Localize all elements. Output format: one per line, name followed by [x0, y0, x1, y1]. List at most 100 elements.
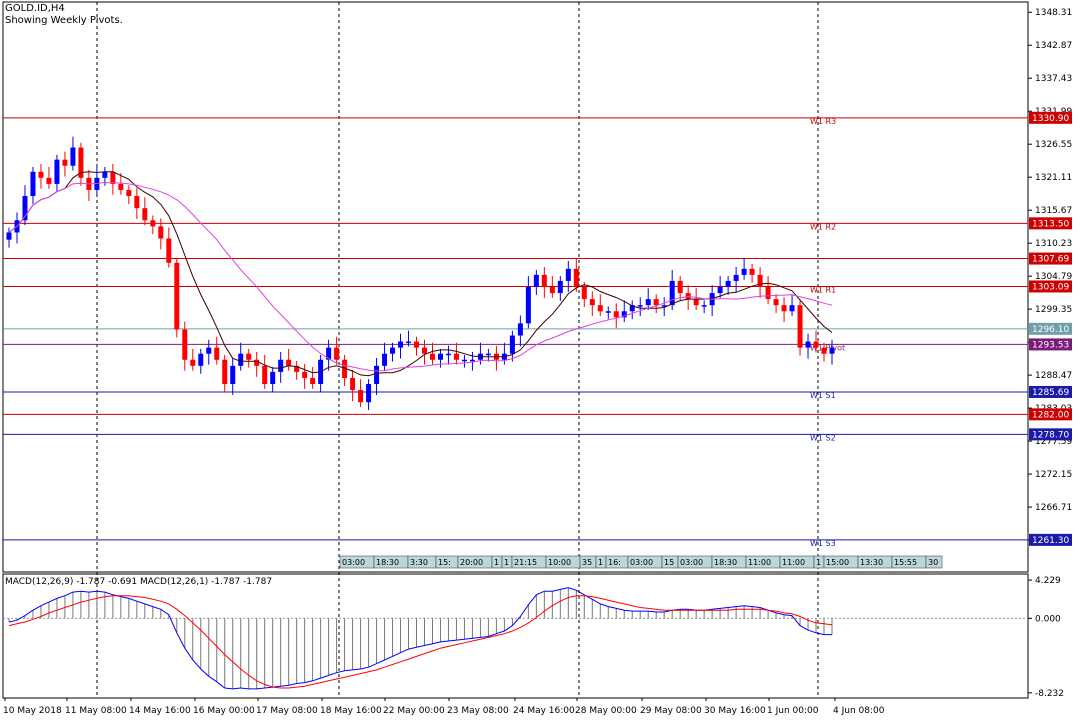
candle-body: [6, 232, 12, 240]
time-axis-label: 1 Jun 00:00: [767, 706, 819, 716]
candle-body: [805, 341, 811, 348]
price-axis-label: 1266.71: [1035, 503, 1072, 513]
price-tag-label: 1296.10: [1032, 325, 1069, 335]
candle-body: [733, 274, 739, 281]
time-axis-label: 29 May 08:00: [640, 706, 702, 716]
price-axis-label: 1288.47: [1035, 371, 1072, 381]
candle-body: [741, 268, 747, 275]
candle-body: [382, 353, 388, 366]
price-tag-label: 1282.00: [1032, 410, 1069, 420]
candle-body: [557, 280, 563, 294]
candle-body: [453, 353, 459, 360]
price-tag-label: 1330.90: [1032, 114, 1069, 124]
candle-body: [765, 287, 771, 300]
time-axis-label: 16 May 00:00: [193, 706, 255, 716]
macd-signal-line: [8, 595, 833, 689]
time-label-box: [925, 555, 943, 569]
candle-body: [629, 305, 635, 312]
time-axis-label: 14 May 16:00: [129, 706, 191, 716]
candle-body: [757, 274, 763, 287]
price-axis-label: 1342.87: [1035, 41, 1072, 51]
price-axis-label: 1304.79: [1035, 272, 1072, 282]
candle-body: [789, 305, 795, 312]
candle-body: [30, 171, 36, 197]
price-tag-background: [1029, 408, 1072, 421]
time-label-text: 15: [664, 558, 674, 567]
time-label-text: 35: [582, 558, 592, 567]
macd-axis-label: -8.232: [1035, 689, 1064, 699]
candle-body: [533, 274, 539, 287]
candle-body: [230, 365, 236, 385]
candle-body: [374, 365, 380, 385]
candle-body: [701, 305, 707, 307]
price-tag-background: [1029, 338, 1072, 351]
candle-body: [54, 159, 60, 184]
price-tag-background: [1029, 252, 1072, 265]
candle-body: [605, 311, 611, 313]
candle-body: [461, 359, 467, 362]
candle-body: [182, 329, 188, 360]
candle-body: [358, 390, 364, 403]
candle-body: [829, 347, 835, 354]
price-tag-label: 1278.70: [1032, 430, 1069, 440]
macd-axis-label: 4.229: [1035, 576, 1061, 586]
pivot-indicator-label: Showing Weekly Pivots.: [5, 15, 123, 26]
candle-body: [398, 341, 404, 348]
candle-body: [206, 347, 212, 354]
time-axis-label: 22 May 00:00: [383, 706, 445, 716]
candle-body: [246, 353, 252, 360]
candle-body: [565, 268, 571, 281]
candle-body: [717, 287, 723, 294]
price-tag-label: 1293.53: [1032, 340, 1069, 350]
time-axis-label: 30 May 16:00: [704, 706, 766, 716]
candle-body: [677, 280, 683, 294]
candle-body: [517, 323, 523, 336]
candle-body: [342, 359, 348, 378]
candle-body: [78, 147, 84, 178]
price-axis-label: 1315.67: [1035, 206, 1072, 216]
pivot-line-name: W1 R1: [810, 285, 836, 294]
candle-body: [366, 384, 372, 403]
price-tag-label: 1307.69: [1032, 255, 1069, 265]
pivot-line-name: W1 R2: [810, 222, 836, 231]
time-label-text: 15:00: [826, 558, 849, 567]
candle-body: [645, 299, 651, 306]
pivot-line-name: W1 S1: [810, 391, 836, 400]
time-axis-label: 23 May 08:00: [447, 706, 509, 716]
candle-body: [813, 341, 819, 348]
candle-body: [437, 353, 443, 360]
candle-body: [821, 347, 827, 354]
price-axis-label: 1337.43: [1035, 74, 1072, 84]
candle-body: [669, 280, 675, 306]
time-label-text: 10:00: [548, 558, 571, 567]
candle-body: [222, 359, 228, 385]
candle-body: [597, 305, 603, 312]
candle-body: [270, 371, 276, 385]
candle-body: [421, 347, 427, 354]
price-tag-background: [1029, 111, 1072, 124]
candle-body: [334, 347, 340, 360]
candle-body: [190, 359, 196, 366]
price-axis-label: 1272.15: [1035, 470, 1072, 480]
moving-average-fast: [8, 171, 833, 377]
price-tag-label: 1285.69: [1032, 388, 1069, 398]
time-axis-label: 17 May 08:00: [256, 706, 318, 716]
candle-body: [525, 287, 531, 324]
price-tag-background: [1029, 280, 1072, 293]
time-label-text: 11:00: [748, 558, 771, 567]
time-label-text: 03:00: [342, 558, 365, 567]
candle-body: [661, 305, 667, 307]
candle-body: [549, 287, 555, 294]
candle-body: [581, 287, 587, 300]
pivot-line-name: W1 R3: [810, 117, 836, 126]
time-axis-label: 4 Jun 08:00: [833, 706, 885, 716]
main-chart-frame: [2, 1, 1029, 573]
time-label-text: 18:30: [714, 558, 737, 567]
macd-panel-frame: [2, 573, 1029, 699]
candle-body: [509, 335, 515, 354]
macd-header: MACD(12,26,9) -1.787 -0.691 MACD(12,26,1…: [5, 577, 273, 587]
time-label-text: 03:00: [680, 558, 703, 567]
time-label-text: 15:55: [894, 558, 917, 567]
candle-body: [134, 196, 140, 209]
